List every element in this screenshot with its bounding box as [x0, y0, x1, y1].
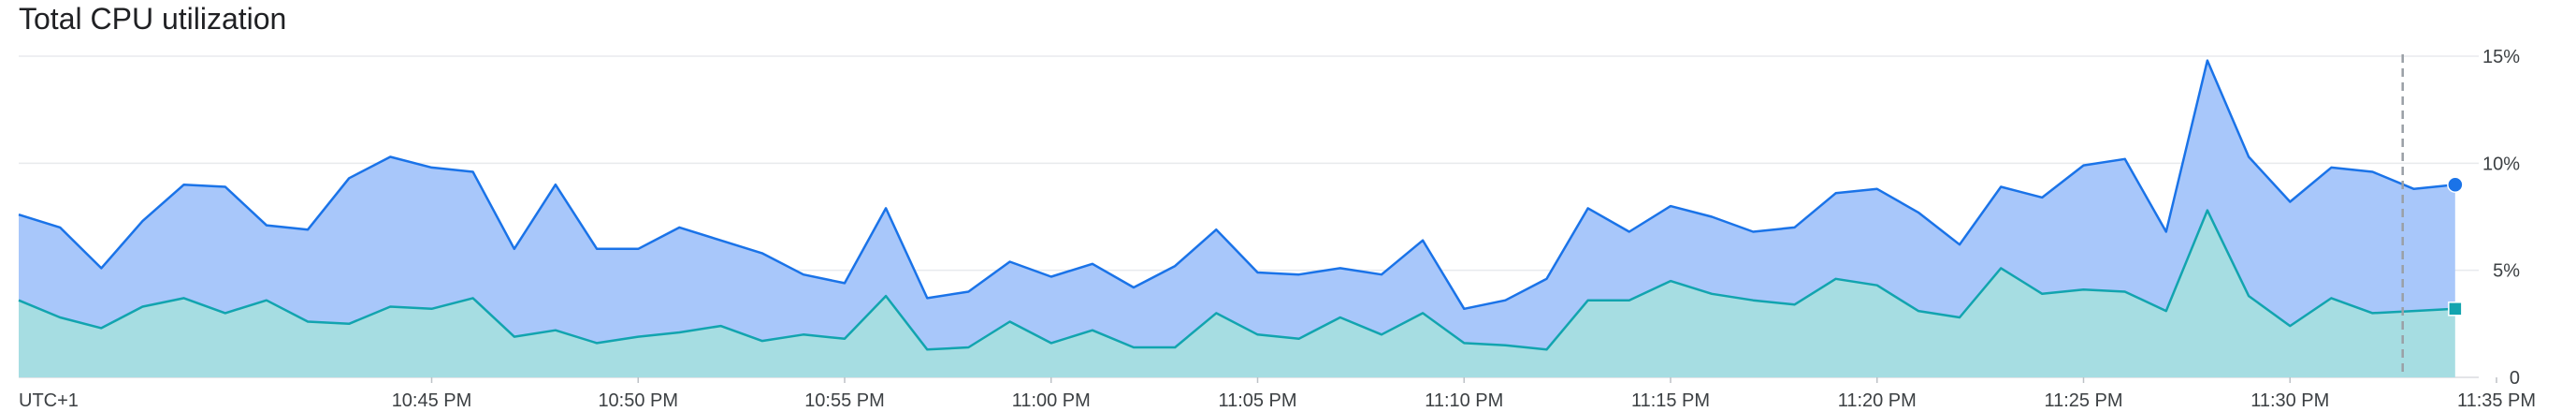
x-axis-ticks: UTC+1 10:45 PM 10:50 PM 10:55 PM 11:00 PM 11:… [19, 377, 2536, 411]
y-tick-label: 0 [2510, 368, 2520, 389]
series-1-end-marker [2447, 176, 2464, 193]
series-0-end-marker [2448, 302, 2463, 316]
x-tick-label: 11:15 PM [1631, 390, 1710, 411]
x-tick-label: 11:30 PM [2250, 390, 2329, 411]
y-tick-label: 15% [2482, 47, 2520, 67]
series-lines [18, 59, 2455, 351]
x-tick-label: 11:00 PM [1012, 390, 1091, 411]
series-0-line [18, 209, 2455, 351]
series-end-markers [2447, 176, 2464, 316]
chart-title: Total CPU utilization [19, 2, 287, 36]
stacked-areas [19, 60, 2455, 377]
series-0-area [19, 210, 2455, 377]
x-tick-label: 11:20 PM [1838, 390, 1917, 411]
x-tick-label: 10:55 PM [804, 390, 885, 411]
y-tick-label: 10% [2482, 154, 2520, 174]
y-axis-ticks: 0 5% 10% 15% [2482, 47, 2520, 389]
series-1-area [19, 60, 2455, 350]
x-tick-label: 10:45 PM [392, 390, 472, 411]
x-tick-label: 11:05 PM [1218, 390, 1296, 411]
x-tick-label: UTC+1 [19, 390, 79, 411]
x-tick-label: 11:35 PM [2457, 390, 2536, 411]
x-tick-label: 11:10 PM [1425, 390, 1503, 411]
series-1-line [18, 59, 2455, 311]
y-tick-label: 5% [2493, 261, 2520, 282]
x-tick-label: 11:25 PM [2044, 390, 2122, 411]
x-tick-label: 10:50 PM [598, 390, 678, 411]
